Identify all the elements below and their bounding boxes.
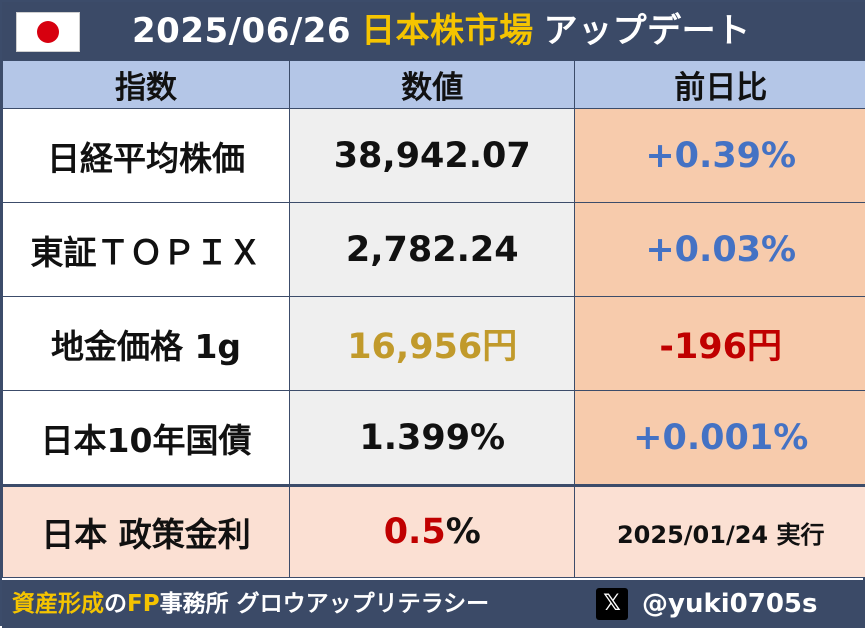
policy-rate-value: 0.5%: [290, 486, 575, 578]
row-name: 地金価格 1g: [3, 297, 290, 391]
policy-rate-date: 2025/01/24 実行: [575, 486, 865, 578]
policy-rate-unit: %: [446, 512, 481, 552]
title-update: アップデート: [544, 11, 751, 51]
row-name: 東証ＴＯＰＩＸ: [3, 203, 290, 297]
policy-rate-number: 0.5: [384, 512, 446, 552]
table-row-topix: 東証ＴＯＰＩＸ 2,782.24 +0.03%: [3, 203, 865, 297]
table-row-policy-rate: 日本 政策金利 0.5% 2025/01/24 実行: [3, 486, 865, 578]
column-header-value: 数値: [290, 61, 575, 109]
row-value: 2,782.24: [290, 203, 575, 297]
title-date: 2025/06/26: [132, 11, 351, 51]
column-header-index: 指数: [3, 61, 290, 109]
row-change: -196円: [575, 297, 865, 391]
office-name: 資産形成のFP事務所 グロウアップリテラシー: [12, 586, 489, 622]
table-row-jgb10: 日本10年国債 1.399% +0.001%: [3, 391, 865, 486]
office-part-1: 資産形成: [12, 591, 104, 617]
office-part-4: 事務所 グロウアップリテラシー: [160, 591, 490, 617]
row-value: 38,942.07: [290, 109, 575, 203]
social-handle[interactable]: @yuki0705s: [642, 586, 818, 622]
row-value: 1.399%: [290, 391, 575, 486]
title-market: 日本株市場: [361, 11, 534, 51]
japan-flag-icon: [16, 12, 80, 52]
policy-rate-label: 日本 政策金利: [3, 486, 290, 578]
column-header-change: 前日比: [575, 61, 865, 109]
row-value: 16,956円: [290, 297, 575, 391]
table-row-gold: 地金価格 1g 16,956円 -196円: [3, 297, 865, 391]
market-table: 指数 数値 前日比 日経平均株価 38,942.07 +0.39% 東証ＴＯＰＩ…: [2, 60, 865, 578]
row-change: +0.39%: [575, 109, 865, 203]
row-name: 日本10年国債: [3, 391, 290, 486]
footer: 資産形成のFP事務所 グロウアップリテラシー 𝕏 @yuki0705s: [2, 580, 865, 628]
flag-sun: [37, 21, 59, 43]
table-row-nikkei: 日経平均株価 38,942.07 +0.39%: [3, 109, 865, 203]
office-part-3: FP: [127, 591, 160, 617]
table-header-row: 指数 数値 前日比: [3, 61, 865, 109]
row-change: +0.03%: [575, 203, 865, 297]
x-logo-icon[interactable]: 𝕏: [596, 588, 628, 620]
row-name: 日経平均株価: [3, 109, 290, 203]
row-change: +0.001%: [575, 391, 865, 486]
office-part-2: の: [104, 591, 127, 617]
